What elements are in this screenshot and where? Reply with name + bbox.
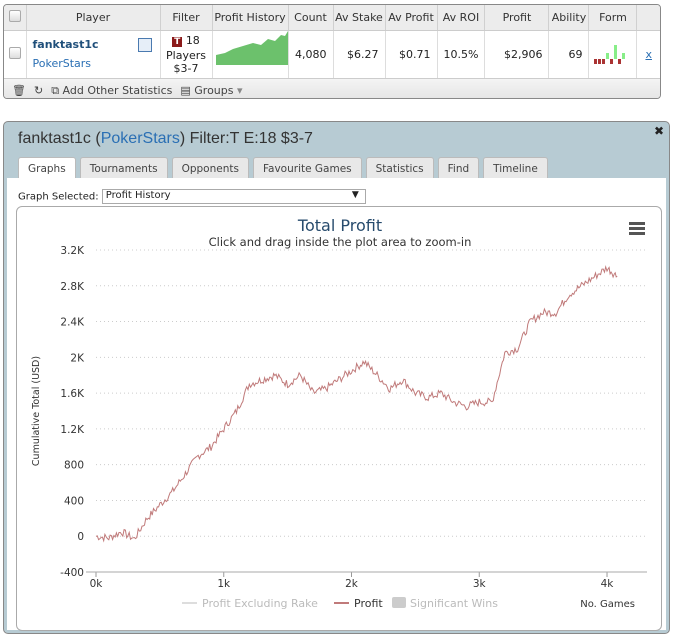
profit-sparkline (212, 30, 289, 79)
filter-players-label: Players (166, 48, 206, 62)
groups-button[interactable]: ▤ Groups ▾ (180, 84, 242, 97)
filter-players: 18 (185, 33, 200, 47)
filter-stake: $3-7 (173, 61, 199, 75)
y-tick-label: 1.2K (60, 424, 85, 436)
select-all-checkbox[interactable] (8, 9, 21, 22)
chevron-down-icon: ▾ (237, 84, 243, 97)
refresh-icon[interactable]: ↻ (33, 84, 44, 97)
tab-tournaments[interactable]: Tournaments (79, 157, 168, 179)
y-tick-label: 2.4K (60, 317, 85, 329)
tournament-badge: T (172, 36, 183, 47)
groups-icon: ▤ (180, 84, 191, 97)
legend-profit: Profit (354, 597, 383, 610)
chart-subtitle: Click and drag inside the plot area to z… (209, 235, 472, 249)
remove-row-link[interactable]: x (645, 47, 652, 61)
add-stats-button[interactable]: ⧉ Add Other Statistics (51, 84, 172, 98)
groups-label: Groups (194, 84, 234, 97)
paren-open: ( (95, 130, 101, 147)
x-tick-label: 2k (345, 578, 359, 590)
table-toolbar: 🗑 ↻ ⧉ Add Other Statistics ▤ Groups ▾ (4, 78, 660, 98)
y-tick-label: 1.6K (60, 388, 85, 400)
chart-menu-icon[interactable] (629, 222, 645, 235)
panel-title: fanktast1c (PokerStars) Filter:T E:18 $3… (18, 130, 313, 148)
ability-value: 69 (548, 30, 590, 79)
col-player[interactable]: Player (26, 5, 161, 31)
av-stake-value: $6.27 (333, 30, 386, 79)
player-detail-panel: fanktast1c (PokerStars) Filter:T E:18 $3… (3, 121, 670, 634)
x-tick-label: 3k (473, 578, 487, 590)
tab-statistics[interactable]: Statistics (365, 157, 434, 179)
add-stats-icon: ⧉ (51, 83, 60, 97)
y-tick-label: -400 (60, 567, 84, 579)
panel-filter: Filter:T E:18 $3-7 (189, 130, 313, 147)
dropdown-arrow-icon: ▼ (351, 190, 359, 200)
col-form[interactable]: Form (588, 5, 638, 31)
y-tick-label: 3.2K (60, 245, 85, 257)
paren-close: ) (179, 130, 186, 147)
graph-select[interactable]: Profit History ▼ (101, 189, 366, 204)
profit-value: $2,906 (484, 30, 550, 79)
panel-player: fanktast1c (18, 130, 91, 147)
player-table: Player Filter Profit History Count Av St… (3, 4, 661, 99)
y-tick-label: 800 (64, 460, 84, 472)
player-name[interactable]: fanktast1c (32, 38, 99, 51)
chart-title: Total Profit (297, 216, 382, 235)
close-icon[interactable]: ✖ (653, 124, 664, 138)
col-ability[interactable]: Ability (548, 5, 590, 31)
col-filter[interactable]: Filter (160, 5, 213, 31)
calendar-export-icon[interactable] (137, 37, 152, 52)
col-av-profit[interactable]: Av Profit (385, 5, 438, 31)
count-value: 4,080 (288, 30, 334, 79)
av-roi-value: 10.5% (437, 30, 486, 79)
form-chart (588, 30, 638, 79)
trash-icon[interactable]: 🗑 (12, 84, 26, 97)
col-av-roi[interactable]: Av ROI (437, 5, 486, 31)
table-row: fanktast1c PokerStars T 18 Players $3-7 … (4, 30, 660, 79)
select-all-header[interactable] (4, 5, 27, 31)
add-stats-label: Add Other Statistics (62, 83, 173, 97)
x-tick-label: 4k (601, 578, 615, 590)
profit-line (95, 264, 618, 543)
y-axis-label: Cumulative Total (USD) (31, 356, 42, 466)
col-count[interactable]: Count (288, 5, 334, 31)
av-profit-value: $0.71 (385, 30, 438, 79)
tab-graphs[interactable]: Graphs (18, 157, 76, 180)
player-site[interactable]: PokerStars (32, 57, 92, 70)
y-tick-label: 2K (70, 352, 85, 364)
graph-select-value: Profit History (105, 190, 171, 201)
tab-opponents[interactable]: Opponents (171, 157, 249, 179)
legend-profit-excl-rake: Profit Excluding Rake (202, 597, 318, 610)
x-tick-label: 0k (90, 578, 104, 590)
legend-significant-wins-marker (392, 597, 406, 608)
graph-select-label: Graph Selected: (18, 191, 99, 203)
col-av-stake[interactable]: Av Stake (333, 5, 386, 31)
row-checkbox[interactable] (8, 46, 21, 59)
x-axis-label: No. Games (580, 599, 635, 610)
tab-favourite-games[interactable]: Favourite Games (252, 157, 362, 179)
legend-significant-wins: Significant Wins (410, 597, 498, 610)
col-profit[interactable]: Profit (484, 5, 550, 31)
y-tick-label: 2.8K (60, 281, 85, 293)
x-tick-label: 1k (217, 578, 231, 590)
y-tick-label: 400 (64, 495, 84, 507)
panel-site-link[interactable]: PokerStars (100, 130, 180, 147)
y-tick-label: 0 (77, 531, 84, 543)
tab-find[interactable]: Find (437, 157, 480, 179)
col-profit-history[interactable]: Profit History (212, 5, 289, 31)
tab-timeline[interactable]: Timeline (483, 157, 548, 179)
chart-container[interactable]: Total Profit Click and drag inside the pl… (16, 206, 662, 631)
